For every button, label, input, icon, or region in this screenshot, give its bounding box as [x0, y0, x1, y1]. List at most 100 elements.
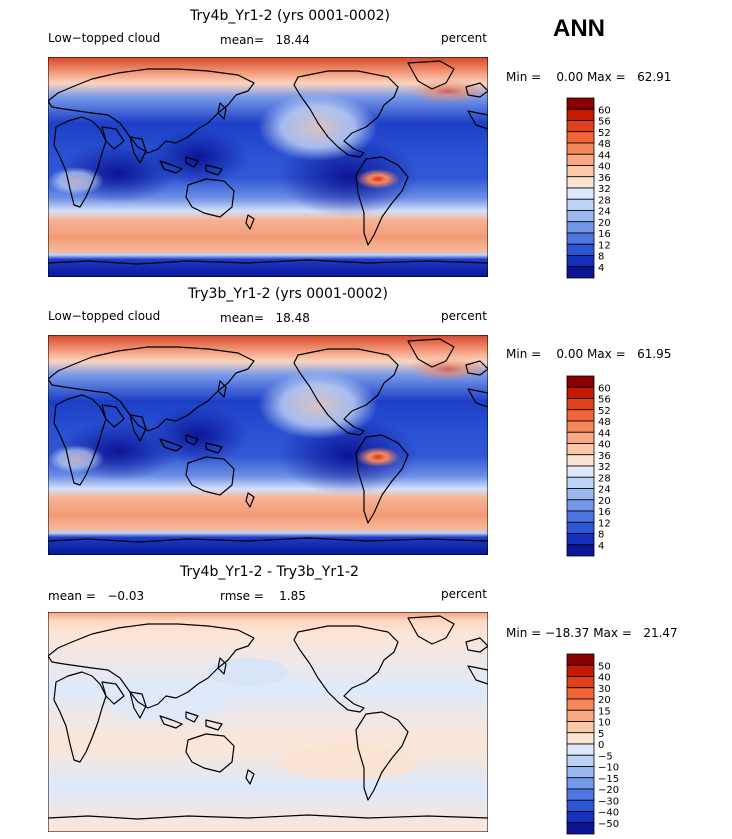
panel3-minmax: Min = −18.37 Max = 21.47 [506, 626, 678, 640]
colorbar-box [566, 420, 595, 433]
colorbar-box [566, 799, 595, 812]
colorbar-box [566, 142, 595, 155]
panel1-minmax: Min = 0.00 Max = 62.91 [506, 70, 672, 84]
colorbar-tick-label: 36 [598, 451, 611, 462]
panel2-mean: mean= 18.48 [220, 311, 310, 325]
colorbar-box [566, 499, 595, 512]
colorbar-tick-label: 56 [598, 117, 611, 128]
colorbar-box [566, 198, 595, 211]
colorbar-tick-label: −50 [598, 819, 619, 830]
colorbar-box [566, 721, 595, 734]
colorbar-box [566, 131, 595, 144]
colorbar-tick-label: −40 [598, 808, 619, 819]
colorbar-tick-label: 20 [598, 496, 611, 507]
colorbar-tick-label: 12 [598, 518, 611, 529]
colorbar-box [566, 777, 595, 790]
colorbar-tick-label: 20 [598, 218, 611, 229]
colorbar-box [566, 108, 595, 121]
colorbar-box [566, 766, 595, 779]
panel1-title: Try4b_Yr1-2 (yrs 0001-0002) [190, 8, 390, 24]
colorbar-box [566, 788, 595, 801]
colorbar-tick-label: −30 [598, 796, 619, 807]
colorbar-tick-label: 48 [598, 417, 611, 428]
panel2-title: Try3b_Yr1-2 (yrs 0001-0002) [188, 286, 388, 302]
colorbar-tick-label: 16 [598, 229, 611, 240]
colorbar-tick-label: 24 [598, 207, 611, 218]
colorbar-box [566, 709, 595, 722]
colorbar-tick-label: 44 [598, 428, 611, 439]
colorbar-tick-label: 52 [598, 406, 611, 417]
colorbar-tick-label: 60 [598, 383, 611, 394]
colorbar-box [566, 398, 595, 411]
colorbar-tick-label: 16 [598, 507, 611, 518]
colorbar-box [566, 221, 595, 234]
colorbar-box [566, 232, 595, 245]
colorbar-box [566, 822, 595, 835]
colorbar-tick-label: 32 [598, 462, 611, 473]
colorbar-tick-label: 48 [598, 139, 611, 150]
colorbar-tick-label: 60 [598, 105, 611, 116]
colorbar-box [566, 243, 595, 256]
season-label: ANN [553, 15, 605, 42]
colorbar-box [566, 210, 595, 223]
colorbar-box [566, 187, 595, 200]
colorbar-box [566, 375, 595, 388]
colorbar-box [566, 521, 595, 534]
colorbar-tick-label: −20 [598, 785, 619, 796]
colorbar-tick-label: 40 [598, 673, 611, 684]
panel3-units: percent [441, 587, 487, 601]
colorbar-tick-label: 40 [598, 440, 611, 451]
colorbar-box [566, 653, 595, 666]
colorbar-tick-label: −15 [598, 774, 619, 785]
colorbar-box [566, 454, 595, 467]
colorbar-tick-label: 12 [598, 240, 611, 251]
colorbar-box [566, 386, 595, 399]
colorbar-box [566, 443, 595, 456]
colorbar-box [566, 465, 595, 478]
colorbar-box [566, 476, 595, 489]
colorbar-tick-label: 28 [598, 473, 611, 484]
colorbar-box [566, 687, 595, 700]
colorbar-tick-label: −5 [598, 751, 613, 762]
colorbar-box [566, 664, 595, 677]
colorbar-tick-label: 0 [598, 740, 604, 751]
colorbar-tick-label: 44 [598, 150, 611, 161]
colorbar-tick-label: 10 [598, 718, 611, 729]
panel3-map [48, 612, 488, 832]
colorbar-box [566, 97, 595, 110]
colorbar-box [566, 165, 595, 178]
panel2-variable: Low−topped cloud [48, 309, 161, 323]
colorbar-tick-label: 28 [598, 195, 611, 206]
colorbar-box [566, 732, 595, 745]
colorbar-tick-label: 8 [598, 252, 604, 263]
colorbar-box [566, 811, 595, 824]
colorbar-tick-label: 24 [598, 485, 611, 496]
colorbar-box [566, 153, 595, 166]
panel1-mean: mean= 18.44 [220, 33, 310, 47]
colorbar-box [566, 754, 595, 767]
colorbar-tick-label: 15 [598, 706, 611, 717]
panel3-mean: mean = −0.03 [48, 589, 145, 603]
colorbar-tick-label: 30 [598, 684, 611, 695]
colorbar-box [566, 409, 595, 422]
colorbar-tick-label: 40 [598, 162, 611, 173]
panel2-minmax: Min = 0.00 Max = 61.95 [506, 347, 672, 361]
colorbar-box [566, 544, 595, 557]
panel1-units: percent [441, 31, 487, 45]
colorbar-box [566, 488, 595, 501]
colorbar-tick-label: 20 [598, 695, 611, 706]
colorbar-box [566, 266, 595, 279]
colorbar-tick-label: 5 [598, 729, 604, 740]
panel1-map [48, 57, 488, 277]
colorbar-box [566, 120, 595, 133]
panel1-variable: Low−topped cloud [48, 31, 161, 45]
colorbar-tick-label: 52 [598, 128, 611, 139]
colorbar-tick-label: 50 [598, 661, 611, 672]
colorbar-box [566, 255, 595, 268]
panel2-units: percent [441, 309, 487, 323]
colorbar-box [566, 176, 595, 189]
colorbar-tick-label: 8 [598, 530, 604, 541]
